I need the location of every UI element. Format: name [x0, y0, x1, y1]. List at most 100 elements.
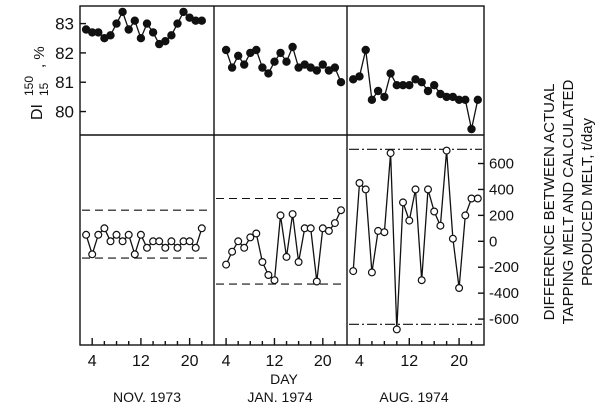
bottom-point-3-9 [399, 198, 408, 207]
bottom-point-1-6 [112, 230, 121, 239]
bottom-series-1 [82, 224, 206, 259]
top-point-2-10 [276, 48, 285, 58]
bottom-point-3-12 [417, 276, 426, 285]
bottom-point-2-15 [306, 224, 315, 233]
top-point-2-3 [233, 51, 243, 61]
bottom-point-2-10 [276, 211, 285, 220]
bottom-point-3-18 [455, 284, 464, 293]
top-ylabel-unit: , % [31, 46, 48, 68]
bottom-point-1-5 [106, 237, 115, 246]
control-limit-lines [82, 148, 482, 325]
top-point-3-5 [373, 86, 383, 96]
top-point-2-20 [336, 77, 346, 87]
top-point-1-8 [124, 25, 133, 34]
bottom-ytick-label-5: -200 [489, 259, 519, 276]
xtick-label-p1-1: 4 [88, 353, 97, 370]
bottom-point-1-11 [143, 243, 152, 252]
top-point-1-5 [106, 31, 115, 40]
top-point-3-20 [467, 124, 476, 134]
bottom-y-axis-label: DIFFERENCE BETWEEN ACTUAL TAPPING MELT A… [541, 79, 596, 324]
xtick-label-p1-3: 20 [181, 353, 199, 370]
top-ylabel-sub: 15 [37, 82, 51, 96]
bottom-point-1-3 [94, 230, 103, 239]
bottom-ytick-label-2: 400 [489, 181, 514, 198]
svg-text:150: 150 [22, 76, 36, 96]
plot-border [79, 5, 485, 346]
bottom-point-3-10 [405, 216, 414, 225]
bottom-point-1-15 [167, 237, 176, 246]
xtick-label-p2-1: 4 [222, 353, 231, 370]
bottom-ytick-label-3: 200 [489, 207, 514, 224]
panel-label-aug-1974: AUG. 1974 [379, 389, 448, 405]
panel-label-nov-1973: NOV. 1973 [113, 389, 181, 405]
bottom-point-1-18 [185, 237, 194, 246]
top-point-1-6 [112, 19, 121, 28]
top-y-axis-label: DI 150 15 , % [22, 46, 51, 120]
bottom-point-1-2 [88, 250, 97, 259]
top-ytick-label-3: 81 [55, 73, 74, 92]
bottom-point-2-6 [252, 229, 261, 238]
top-ytick-label-2: 82 [55, 44, 74, 63]
top-series-2 [221, 42, 346, 87]
top-point-3-10 [405, 80, 414, 90]
bottom-ylabel-line-1: DIFFERENCE BETWEEN ACTUAL [541, 84, 558, 321]
bottom-point-3-21 [473, 194, 482, 203]
top-point-1-20 [197, 16, 206, 25]
top-point-3-21 [473, 95, 482, 105]
top-point-2-2 [227, 63, 237, 72]
bottom-point-3-6 [380, 228, 389, 237]
top-point-1-9 [130, 16, 139, 25]
bottom-point-1-13 [155, 237, 164, 246]
top-point-1-11 [142, 19, 152, 28]
top-point-2-8 [264, 69, 273, 78]
bottom-point-1-14 [161, 243, 170, 252]
bottom-point-2-18 [324, 226, 333, 235]
top-point-3-14 [430, 80, 439, 90]
svg-text:15: 15 [37, 82, 51, 96]
top-point-2-12 [288, 42, 297, 52]
top-point-3-19 [461, 95, 470, 105]
top-point-1-14 [161, 37, 170, 46]
top-point-3-4 [367, 95, 377, 105]
bottom-point-3-5 [374, 226, 383, 235]
bottom-point-1-4 [100, 224, 109, 233]
ticks-layer: 83 82 81 80 600 400 200 0 -200 -400 -600 4 12 20 4 12 20… [55, 15, 519, 370]
bottom-ytick-label-4: 0 [489, 233, 497, 250]
top-point-1-7 [118, 7, 127, 17]
top-point-1-15 [167, 31, 176, 40]
top-point-3-7 [386, 69, 395, 78]
bottom-point-2-7 [258, 258, 267, 267]
bottom-point-3-2 [355, 179, 364, 188]
xtick-label-p3-2: 12 [400, 353, 418, 370]
bottom-ylabel-line-2: TAPPING MELT AND CALCULATED [560, 79, 577, 324]
top-point-2-7 [258, 63, 267, 72]
top-point-3-13 [423, 86, 433, 96]
top-series-3 [349, 45, 482, 134]
svg-text:DI: DI [29, 104, 46, 120]
top-point-2-19 [330, 63, 340, 72]
xtick-label-p2-3: 20 [314, 353, 332, 370]
bottom-point-2-3 [234, 237, 243, 246]
xtick-label-p3-3: 20 [450, 353, 468, 370]
top-point-2-16 [312, 66, 321, 75]
xtick-label-p2-2: 12 [266, 353, 284, 370]
bottom-series-3 [349, 146, 482, 334]
bottom-point-2-5 [246, 233, 255, 242]
bottom-point-3-19 [461, 211, 470, 220]
bottom-point-1-9 [130, 250, 139, 259]
xtick-label-p1-2: 12 [132, 353, 150, 370]
bottom-point-1-8 [124, 230, 133, 239]
bottom-point-3-7 [386, 149, 395, 158]
bottom-point-3-8 [392, 325, 401, 334]
bottom-point-3-4 [367, 268, 376, 277]
bottom-point-1-1 [82, 230, 91, 239]
bottom-point-3-3 [361, 185, 370, 194]
bottom-point-3-14 [430, 207, 439, 216]
bottom-point-3-17 [448, 234, 457, 243]
bottom-ytick-label-6: -400 [489, 285, 519, 302]
bottom-point-3-16 [442, 146, 451, 155]
top-point-3-2 [355, 72, 364, 81]
top-point-2-6 [252, 45, 261, 55]
top-point-1-17 [179, 7, 188, 17]
